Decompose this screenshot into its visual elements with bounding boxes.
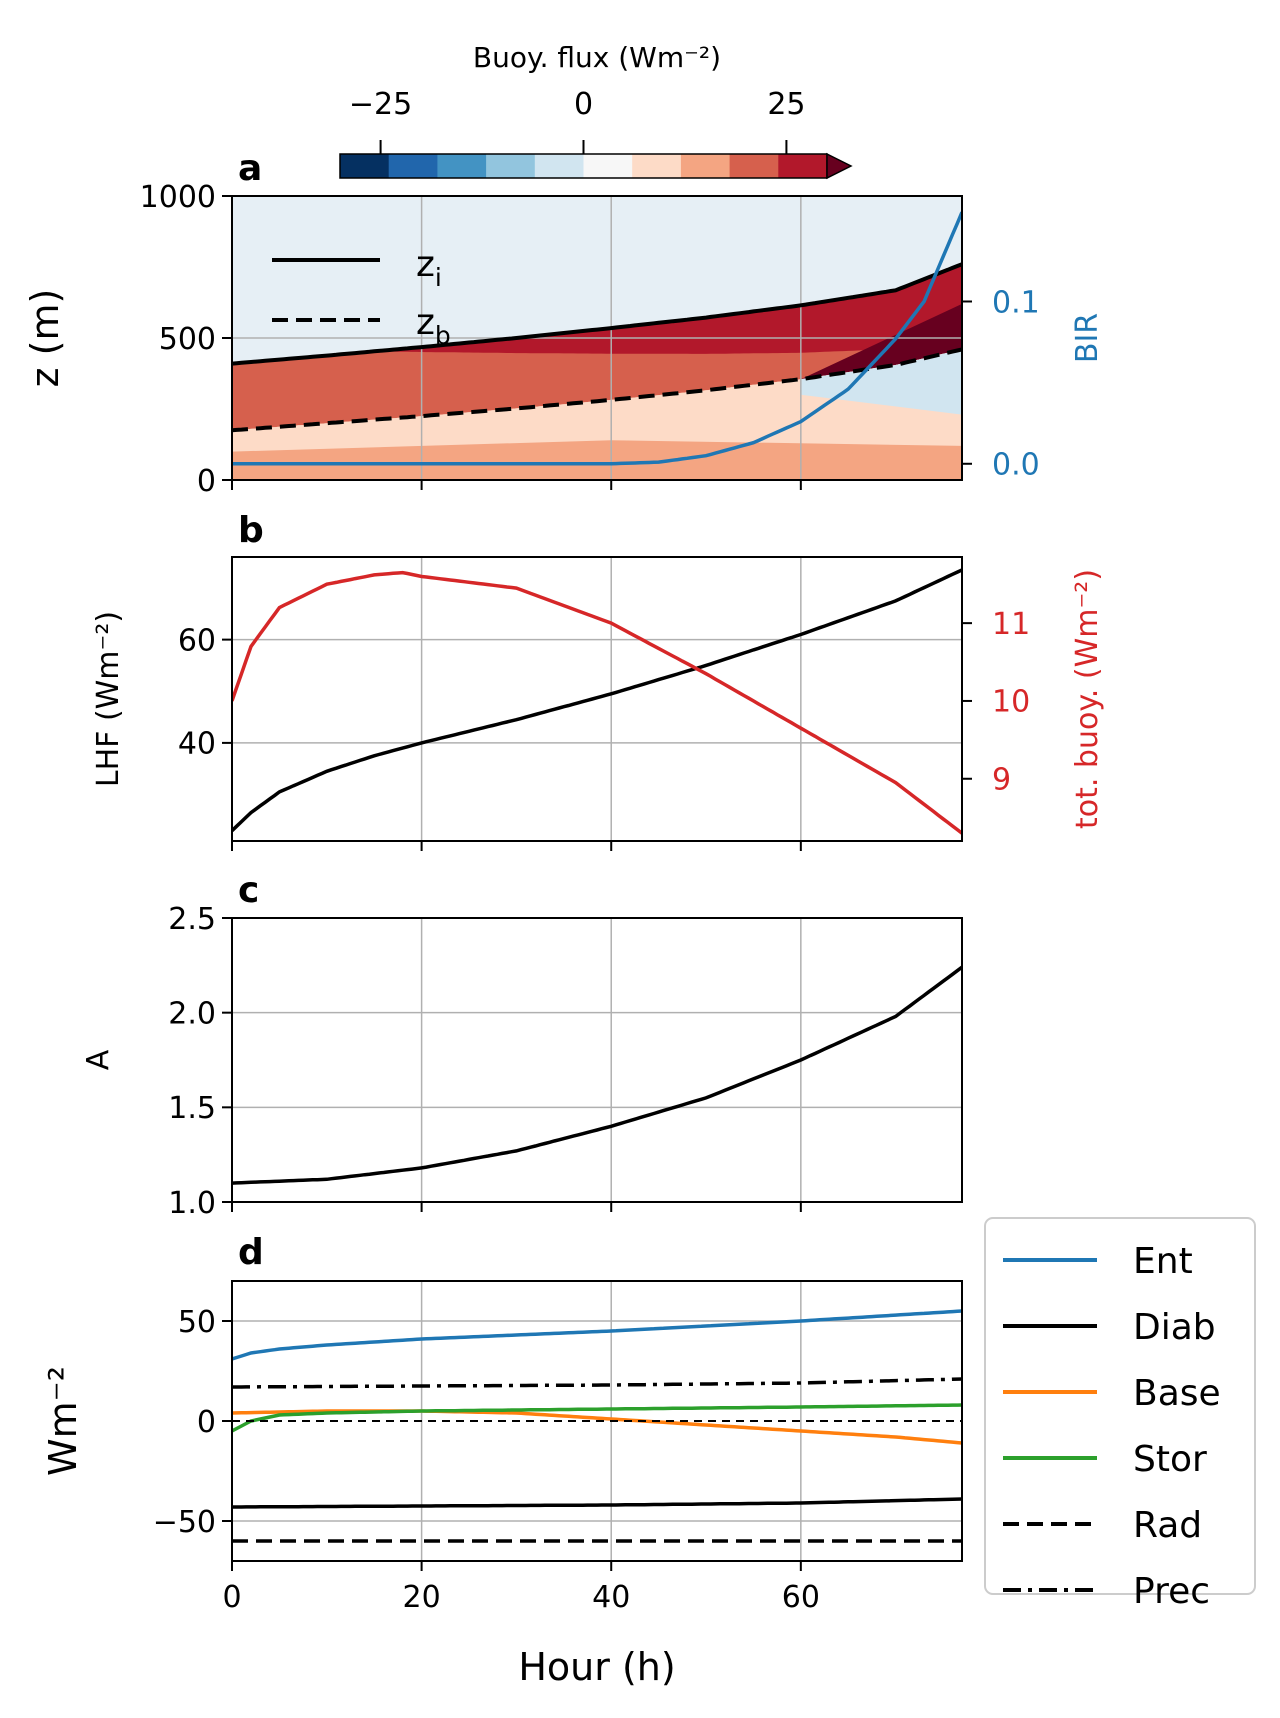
y2-tick-label: 0.1 bbox=[992, 285, 1040, 320]
colorbar-tick-label: 0 bbox=[574, 87, 593, 122]
zb-line bbox=[232, 347, 962, 433]
colorbar-segment bbox=[340, 154, 390, 178]
colorbar-segment bbox=[437, 154, 487, 178]
panel-a-field bbox=[232, 196, 962, 480]
x-tick-label: 60 bbox=[782, 1580, 820, 1615]
colorbar-segment bbox=[632, 154, 682, 178]
legend-label-prec: Prec bbox=[1133, 1571, 1210, 1612]
y2-tick-label: 11 bbox=[992, 607, 1030, 642]
panel-c-letter: c bbox=[238, 870, 259, 911]
legend-label-ent: Ent bbox=[1133, 1241, 1193, 1282]
panel-b-ylabel: LHF (Wm⁻²) bbox=[91, 611, 126, 787]
y-tick-label: 1000 bbox=[140, 180, 216, 215]
y-tick-label: 50 bbox=[178, 1305, 216, 1340]
colorbar-segment bbox=[729, 154, 779, 178]
legend-zi-subscript: i bbox=[435, 263, 442, 292]
panel-d: −50 0 50 0 20 40 60 Wm⁻² d bbox=[41, 1232, 963, 1615]
diab-line bbox=[232, 1497, 962, 1509]
panel-c: 1.0 1.5 2.0 2.5 A c bbox=[81, 870, 963, 1221]
colorbar-segment bbox=[680, 154, 731, 178]
zi-line bbox=[232, 262, 962, 366]
panel-b-y2label: tot. buoy. (Wm⁻²) bbox=[1070, 569, 1105, 829]
y-tick-label: 0 bbox=[197, 464, 216, 499]
y-tick-label: 500 bbox=[159, 322, 216, 357]
lower-layer-fill-right bbox=[800, 349, 962, 415]
panel-a-letter: a bbox=[238, 148, 262, 189]
panel-a-ylabel: z (m) bbox=[23, 289, 67, 388]
panel-d-letter: d bbox=[238, 1232, 264, 1273]
y2-tick-label: 9 bbox=[992, 763, 1011, 798]
colorbar-segment bbox=[388, 154, 438, 178]
y-tick-label: 1.5 bbox=[168, 1091, 216, 1126]
panel-a-y2label: BIR bbox=[1070, 313, 1105, 363]
legend-label-diab: Diab bbox=[1133, 1307, 1216, 1348]
legend-zb-label: z bbox=[416, 302, 435, 343]
stor-line bbox=[232, 1403, 962, 1433]
upper-layer-fill-darkest bbox=[800, 303, 962, 380]
legend-zi-label: z bbox=[416, 244, 435, 285]
panel-b: 40 60 9 10 11 LHF (Wm⁻²) tot. buoy. (Wm⁻²) b bbox=[91, 510, 1105, 851]
x-tick-label: 40 bbox=[592, 1580, 630, 1615]
legend-label-base: Base bbox=[1133, 1373, 1221, 1414]
colorbar-label: Buoy. flux (Wm⁻²) bbox=[473, 41, 721, 74]
panel-c-ylabel: A bbox=[81, 1049, 116, 1070]
svg-text:zb: zb bbox=[416, 302, 451, 350]
y-tick-label: 2.5 bbox=[168, 902, 216, 937]
x-tick-label: 0 bbox=[222, 1580, 241, 1615]
x-tick-label: 20 bbox=[403, 1580, 441, 1615]
y2-tick-label: 10 bbox=[992, 685, 1030, 720]
legend-d: Ent Diab Base Stor Rad Prec bbox=[984, 1217, 1256, 1612]
legend-zb-subscript: b bbox=[435, 321, 451, 350]
colorbar-segment bbox=[534, 154, 585, 178]
bir-line bbox=[232, 211, 962, 466]
svg-text:zi: zi bbox=[416, 244, 442, 292]
lhf-line bbox=[232, 568, 962, 832]
colorbar: −25 0 25 Buoy. flux (Wm⁻²) bbox=[339, 41, 853, 180]
tot-buoy-line bbox=[232, 570, 962, 835]
y-tick-label: −50 bbox=[153, 1505, 216, 1540]
y-tick-label: 60 bbox=[178, 623, 216, 658]
a-line bbox=[232, 965, 962, 1185]
panel-b-letter: b bbox=[238, 510, 264, 551]
y2-tick-label: 0.0 bbox=[992, 448, 1040, 483]
base-line bbox=[232, 1409, 962, 1445]
legend-label-rad: Rad bbox=[1133, 1505, 1202, 1546]
colorbar-segment bbox=[583, 154, 633, 178]
prec-line bbox=[232, 1377, 962, 1389]
panel-a-legend: zi zb bbox=[272, 244, 451, 350]
y-tick-label: 2.0 bbox=[168, 996, 216, 1031]
colorbar-segment bbox=[486, 154, 536, 178]
colorbar-segment bbox=[778, 154, 828, 178]
ent-line bbox=[232, 1309, 962, 1361]
legend-label-stor: Stor bbox=[1133, 1439, 1207, 1480]
y-tick-label: 1.0 bbox=[168, 1186, 216, 1221]
y-tick-label: 40 bbox=[178, 727, 216, 762]
colorbar-tick-label: 25 bbox=[767, 87, 805, 122]
y-tick-label: 0 bbox=[197, 1405, 216, 1440]
x-axis-label: Hour (h) bbox=[518, 1645, 675, 1689]
colorbar-tick-label: −25 bbox=[349, 87, 412, 122]
panel-d-ylabel: Wm⁻² bbox=[41, 1366, 85, 1476]
lower-layer-fill-light bbox=[232, 349, 962, 452]
